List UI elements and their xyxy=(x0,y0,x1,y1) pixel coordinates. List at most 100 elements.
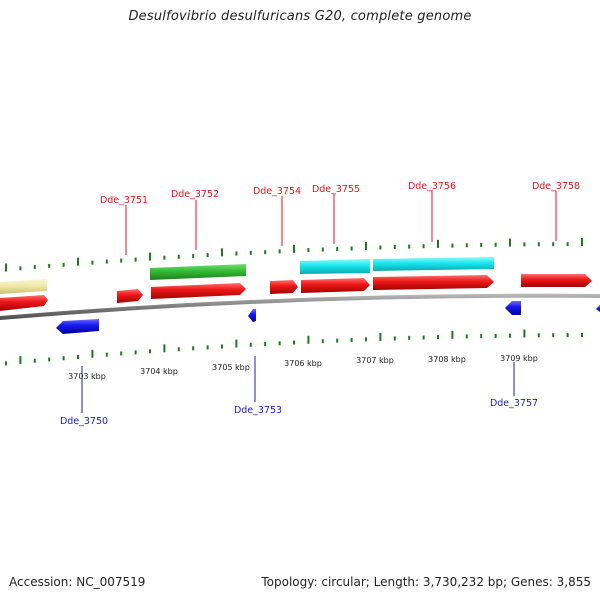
forward-cds xyxy=(270,280,298,294)
tick-row-bottom xyxy=(5,329,583,366)
minor-tick xyxy=(437,335,439,340)
minor-tick xyxy=(480,243,483,247)
minor-tick xyxy=(192,346,195,351)
minor-tick xyxy=(33,358,36,363)
minor-tick xyxy=(264,250,267,255)
svg-text:Dde_3757: Dde_3757 xyxy=(490,398,538,409)
minor-tick xyxy=(134,257,137,262)
forward-cds xyxy=(373,275,494,290)
axis-label: 3705 kbp xyxy=(212,363,250,372)
minor-tick xyxy=(48,357,51,362)
minor-tick xyxy=(33,265,36,270)
minor-tick xyxy=(336,338,339,343)
axis-label: 3707 kbp xyxy=(356,356,394,365)
minor-tick xyxy=(581,333,583,337)
svg-text:Dde_3751: Dde_3751 xyxy=(100,195,148,206)
green-track-feature xyxy=(150,264,246,280)
svg-text:Dde_3753: Dde_3753 xyxy=(234,405,282,416)
minor-tick xyxy=(149,349,151,354)
gene-label-dde-3758: Dde_3758 xyxy=(532,181,580,241)
forward-cds xyxy=(117,289,143,303)
forward-cds xyxy=(151,283,246,299)
gene-label-dde-3754: Dde_3754 xyxy=(253,186,301,246)
minor-tick xyxy=(278,249,281,254)
major-tick xyxy=(365,242,367,250)
reverse-cds xyxy=(505,301,521,315)
minor-tick xyxy=(350,338,353,342)
minor-tick xyxy=(393,336,396,341)
cyan-track-feature xyxy=(373,257,494,271)
minor-tick xyxy=(494,333,497,338)
svg-text:Dde_3758: Dde_3758 xyxy=(532,181,580,192)
forward-cds xyxy=(301,278,370,293)
minor-tick xyxy=(365,337,367,342)
minor-tick xyxy=(451,243,454,248)
cyan-track-feature xyxy=(300,259,370,274)
reverse-cds xyxy=(248,309,256,322)
major-tick xyxy=(91,349,94,358)
reverse-cds xyxy=(596,305,600,312)
minor-tick xyxy=(105,259,108,264)
minor-tick xyxy=(249,250,252,255)
minor-tick xyxy=(552,242,555,247)
minor-tick xyxy=(422,335,425,340)
minor-tick xyxy=(422,244,425,249)
svg-text:Dde_3754: Dde_3754 xyxy=(253,186,301,197)
minor-tick xyxy=(408,244,411,249)
minor-tick xyxy=(293,340,295,345)
minor-tick xyxy=(336,247,339,251)
major-tick xyxy=(509,238,511,247)
minor-tick xyxy=(206,253,209,258)
topology-text: Topology: circular; Length: 3,730,232 bp… xyxy=(261,575,591,589)
minor-tick xyxy=(321,339,324,344)
gene-label-dde-3750: Dde_3750 xyxy=(60,366,108,427)
minor-tick xyxy=(509,333,511,338)
reverse-cds xyxy=(56,319,99,334)
major-tick xyxy=(379,332,382,341)
svg-text:Dde_3755: Dde_3755 xyxy=(312,184,360,195)
major-tick xyxy=(5,263,7,272)
minor-tick xyxy=(321,247,324,252)
svg-text:Dde_3756: Dde_3756 xyxy=(408,181,456,192)
major-tick xyxy=(581,238,583,246)
minor-tick xyxy=(5,361,7,366)
minor-tick xyxy=(77,355,79,359)
minor-tick xyxy=(408,335,411,340)
minor-tick xyxy=(163,255,166,260)
minor-tick xyxy=(177,254,180,259)
svg-text:Dde_3750: Dde_3750 xyxy=(60,416,108,427)
minor-tick xyxy=(120,351,123,356)
gene-label-dde-3755: Dde_3755 xyxy=(312,184,360,244)
major-tick xyxy=(437,239,439,248)
minor-tick xyxy=(465,334,468,339)
gene-label-dde-3751: Dde_3751 xyxy=(100,195,148,255)
svg-text:Dde_3752: Dde_3752 xyxy=(171,189,219,200)
accession-text: Accession: NC_007519 xyxy=(9,575,146,589)
axis-label: 3709 kbp xyxy=(500,354,538,363)
minor-tick xyxy=(19,266,22,271)
minor-tick xyxy=(48,263,51,268)
minor-tick xyxy=(523,242,526,247)
yellow-track-feature xyxy=(0,279,47,294)
axis-label: 3706 kbp xyxy=(284,359,322,368)
minor-tick xyxy=(206,345,209,350)
minor-tick xyxy=(192,254,195,258)
minor-tick xyxy=(62,356,65,361)
minor-tick xyxy=(249,342,252,347)
minor-tick xyxy=(379,245,382,250)
axis-label: 3703 kbp xyxy=(68,372,106,381)
tick-row-top xyxy=(5,238,583,272)
major-tick xyxy=(149,252,151,261)
minor-tick xyxy=(537,242,540,247)
minor-tick xyxy=(134,350,137,355)
minor-tick xyxy=(465,243,468,248)
major-tick xyxy=(221,248,223,257)
minor-tick xyxy=(177,347,180,352)
forward-cds xyxy=(521,274,592,287)
minor-tick xyxy=(480,334,483,339)
minor-tick xyxy=(235,251,238,256)
major-tick xyxy=(523,329,526,338)
map-title: Desulfovibrio desulfuricans G20, complet… xyxy=(128,9,472,24)
major-tick xyxy=(307,335,310,344)
